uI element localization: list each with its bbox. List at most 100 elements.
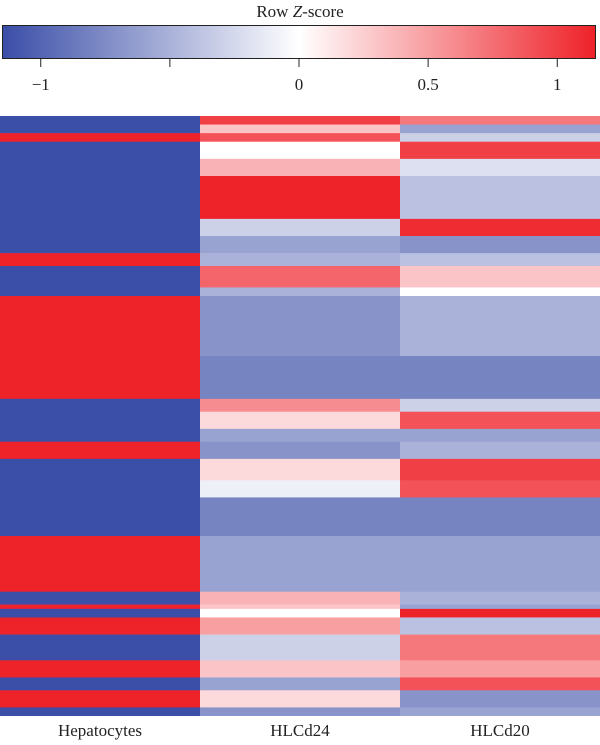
color-key-tick-label: 0 [294, 75, 304, 94]
column-label: HLCd24 [270, 721, 330, 740]
color-key-tick-label: 0.5 [417, 75, 439, 94]
heatmap-cell-hlcd20 [400, 287, 600, 297]
heatmap-cell-hepatocytes [0, 608, 201, 618]
heatmap-cell-hlcd20 [400, 604, 600, 610]
heatmap-cell-hlcd24 [200, 398, 401, 413]
heatmap-cell-hlcd24 [200, 458, 401, 481]
heatmap-cell-hlcd24 [200, 356, 401, 400]
legend-title: Row Z-score [0, 2, 600, 22]
heatmap-cell-hepatocytes [0, 218, 201, 237]
heatmap-cell-hlcd24 [200, 236, 401, 254]
heatmap-cell-hlcd20 [400, 176, 600, 220]
heatmap-cell-hlcd20 [400, 634, 600, 661]
heatmap-cell-hlcd20 [400, 158, 600, 177]
heatmap-cell-hlcd24 [200, 707, 401, 716]
heatmap-cell-hlcd20 [400, 296, 600, 357]
color-key-tick-label: 1 [553, 75, 562, 94]
heatmap-cell-hepatocytes [0, 660, 201, 678]
heatmap-cell-hlcd20 [400, 133, 600, 143]
heatmap-cell-hlcd24 [200, 604, 401, 610]
heatmap-cell-hlcd24 [200, 536, 401, 593]
heatmap-cell-hlcd20 [400, 398, 600, 413]
heatmap-cell-hlcd20 [400, 660, 600, 678]
legend-title-suffix: -score [302, 2, 344, 21]
heatmap-cell-hepatocytes [0, 707, 201, 716]
heatmap-cell-hepatocytes [0, 398, 201, 413]
heatmap-cell-hlcd24 [200, 124, 401, 134]
heatmap-cell-hepatocytes [0, 236, 201, 254]
heatmap-cell-hlcd20 [400, 608, 600, 618]
heatmap-cell-hlcd24 [200, 690, 401, 708]
heatmap-cell-hlcd24 [200, 266, 401, 288]
heatmap-cell-hlcd20 [400, 458, 600, 481]
heatmap-cell-hepatocytes [0, 253, 201, 267]
heatmap-cell-hlcd24 [200, 218, 401, 237]
heatmap-cell-hlcd24 [200, 660, 401, 678]
legend-title-italic: Z [292, 2, 303, 21]
heatmap-cell-hepatocytes [0, 591, 201, 605]
heatmap-cell-hlcd24 [200, 634, 401, 661]
heatmap-cell-hlcd24 [200, 296, 401, 357]
heatmap-cell-hlcd20 [400, 253, 600, 267]
heatmap-cell-hlcd20 [400, 116, 600, 125]
heatmap-cell-hlcd24 [200, 158, 401, 177]
heatmap-cell-hepatocytes [0, 356, 201, 400]
heatmap-cell-hepatocytes [0, 441, 201, 460]
color-key-axis [40, 59, 558, 67]
heatmap-cell-hlcd20 [400, 591, 600, 605]
heatmap-cell-hlcd24 [200, 617, 401, 635]
heatmap-cell-hepatocytes [0, 536, 201, 593]
heatmap-cell-hepatocytes [0, 480, 201, 498]
heatmap-cell-hlcd24 [200, 591, 401, 605]
heatmap-cell-hlcd20 [400, 236, 600, 254]
heatmap-cell-hlcd24 [200, 480, 401, 498]
heatmap-cell-hlcd24 [200, 141, 401, 160]
heatmap-cell-hepatocytes [0, 124, 201, 134]
heatmap-cell-hlcd24 [200, 411, 401, 430]
heatmap-cell-hepatocytes [0, 617, 201, 635]
heatmap-cell-hepatocytes [0, 677, 201, 691]
heatmap-cell-hepatocytes [0, 133, 201, 143]
heatmap-cell-hlcd20 [400, 497, 600, 537]
heatmap-cell-hlcd20 [400, 266, 600, 288]
heatmap-cell-hlcd24 [200, 497, 401, 537]
heatmap-cell-hlcd24 [200, 133, 401, 143]
heatmap-cell-hlcd20 [400, 617, 600, 635]
heatmap-cell-hlcd20 [400, 536, 600, 593]
heatmap-cell-hepatocytes [0, 116, 201, 125]
heatmap-cell-hlcd20 [400, 124, 600, 134]
heatmap-cell-hlcd20 [400, 411, 600, 430]
heatmap-cell-hlcd24 [200, 116, 401, 125]
column-label: HLCd20 [470, 721, 530, 740]
heatmap-cell-hlcd20 [400, 141, 600, 160]
color-key-gradient [3, 26, 595, 58]
heatmap-cell-hepatocytes [0, 428, 201, 443]
heatmap-cell-hlcd24 [200, 253, 401, 267]
heatmap-cell-hepatocytes [0, 158, 201, 177]
heatmap-cell-hlcd20 [400, 677, 600, 691]
heatmap-cell-hepatocytes [0, 497, 201, 537]
heatmap-cell-hlcd20 [400, 707, 600, 716]
heatmap-cell-hepatocytes [0, 296, 201, 357]
heatmap-cell-hlcd24 [200, 176, 401, 220]
legend-title-prefix: Row [256, 2, 293, 21]
heatmap-cell-hlcd20 [400, 428, 600, 443]
heatmap-cell-hepatocytes [0, 411, 201, 430]
heatmap-cell-hlcd20 [400, 218, 600, 237]
heatmap-cell-hepatocytes [0, 690, 201, 708]
heatmap-cell-hepatocytes [0, 634, 201, 661]
column-labels: Hepatocytes HLCd24 HLCd20 [0, 717, 600, 745]
heatmap-cell-hlcd20 [400, 480, 600, 498]
color-key-bar [2, 25, 596, 59]
heatmap-cell-hepatocytes [0, 604, 201, 610]
heatmap-cell-hlcd24 [200, 287, 401, 297]
heatmap-cell-hepatocytes [0, 287, 201, 297]
heatmap-cell-hlcd20 [400, 690, 600, 708]
heatmap-cell-hepatocytes [0, 176, 201, 220]
heatmap-cell-hepatocytes [0, 458, 201, 481]
color-key-tick-label: −1 [31, 75, 50, 94]
heatmap [0, 116, 600, 716]
column-label: Hepatocytes [57, 721, 143, 740]
heatmap-cell-hlcd24 [200, 677, 401, 691]
heatmap-cell-hlcd20 [400, 356, 600, 400]
